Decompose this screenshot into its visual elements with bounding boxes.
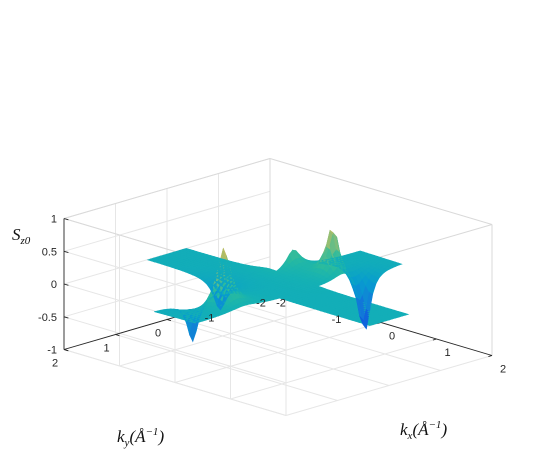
- z-tick-mark: [63, 283, 69, 286]
- x-tick-label: 0: [389, 331, 395, 343]
- box-edge: [63, 158, 271, 219]
- surface-patch: [400, 312, 410, 316]
- surface-patch: [394, 262, 403, 266]
- z-tick-mark: [63, 218, 69, 221]
- side-wall-gridline: [63, 190, 271, 252]
- y-tick-label: -2: [256, 298, 266, 310]
- axes-box: [63, 158, 493, 358]
- z-tick-label: 1: [51, 214, 57, 226]
- z-axis-label: Sz0: [12, 225, 31, 247]
- y-tick-label: 1: [103, 343, 109, 355]
- z-tick-label: -0.5: [38, 312, 57, 324]
- z-tick-label: -1: [47, 345, 57, 357]
- back-wall-gridline: [63, 349, 287, 416]
- y-tick-label: 2: [52, 358, 58, 370]
- floor-gridline: [115, 334, 338, 401]
- y-tick-label: 0: [155, 328, 161, 340]
- floor-gridline: [166, 319, 390, 386]
- x-tick-labels: -2 -1 0 1 2: [276, 298, 506, 376]
- x-tick-label: 2: [500, 364, 506, 376]
- y-tick-mark: [63, 349, 69, 352]
- x-tick-label: 1: [444, 347, 450, 359]
- box-edge: [269, 158, 493, 225]
- floor-gridline: [218, 304, 441, 371]
- y-tick-labels: 2 1 0 -1 -2: [52, 298, 266, 370]
- x-tick-label: -2: [276, 298, 286, 310]
- z-tick-mark: [63, 250, 69, 254]
- z-tick-mark: [63, 316, 69, 319]
- y-tick-mark: [166, 319, 172, 322]
- z-tick-labels: 1 0.5 0 -0.5 -1: [38, 214, 57, 357]
- z-tick-label: 0.5: [42, 246, 57, 258]
- y-axis-label: ky(Å−1): [117, 426, 164, 449]
- back-wall-gridline: [63, 316, 287, 384]
- x-axis-label: kx(Å−1): [400, 419, 447, 442]
- y-tick-label: -1: [205, 313, 215, 325]
- surface: [146, 229, 410, 343]
- y-tick-mark: [115, 334, 120, 337]
- x-tick-label: -1: [332, 314, 342, 326]
- x-tick-mark: [488, 355, 493, 358]
- z-tick-label: 0: [51, 279, 57, 291]
- x-tick-mark: [432, 338, 437, 341]
